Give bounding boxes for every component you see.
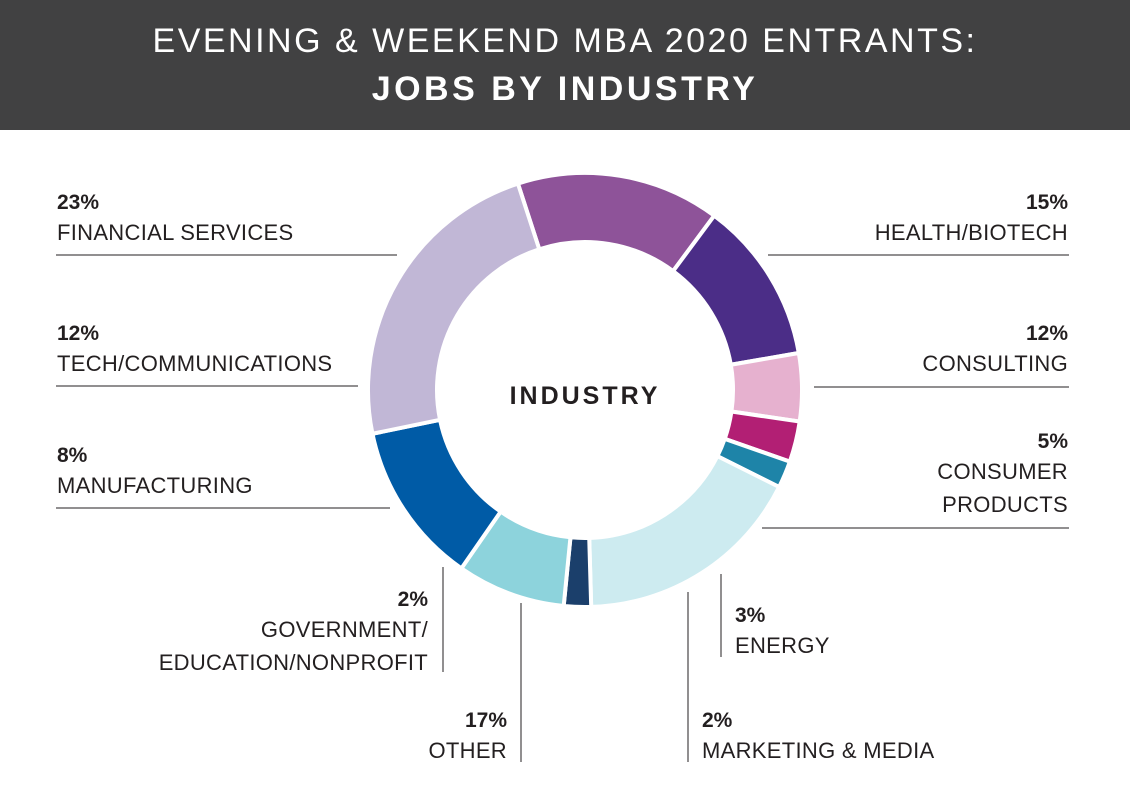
data-label-category-marketing: MARKETING & MEDIA bbox=[702, 738, 934, 763]
data-label-category-consumer: PRODUCTS bbox=[942, 492, 1068, 517]
center-label: INDUSTRY bbox=[510, 382, 661, 410]
data-label-pct-government: 2% bbox=[398, 588, 429, 611]
data-label-category-energy: ENERGY bbox=[735, 633, 830, 658]
chart-header: EVENING & WEEKEND MBA 2020 ENTRANTS: JOB… bbox=[0, 0, 1130, 130]
slice-financial bbox=[366, 181, 542, 437]
data-label-category-consulting: CONSULTING bbox=[922, 351, 1068, 376]
data-label-pct-manufacturing: 8% bbox=[57, 444, 88, 467]
data-label-pct-energy: 3% bbox=[735, 604, 766, 627]
data-label-pct-tech: 12% bbox=[57, 322, 99, 345]
data-label-category-health: HEALTH/BIOTECH bbox=[875, 220, 1068, 245]
slice-other bbox=[587, 453, 782, 609]
data-label-pct-health: 15% bbox=[1026, 191, 1068, 214]
data-label-pct-consumer: 5% bbox=[1038, 430, 1069, 453]
data-label-category-government: EDUCATION/NONPROFIT bbox=[159, 650, 428, 675]
data-label-pct-marketing: 2% bbox=[702, 709, 733, 732]
data-label-pct-consulting: 12% bbox=[1026, 322, 1068, 345]
chart-title: EVENING & WEEKEND MBA 2020 ENTRANTS: bbox=[152, 22, 978, 60]
chart-subtitle: JOBS BY INDUSTRY bbox=[371, 70, 759, 108]
data-label-category-consumer: CONSUMER bbox=[937, 459, 1068, 484]
data-label-pct-financial: 23% bbox=[57, 191, 99, 214]
data-label-category-tech: TECH/COMMUNICATIONS bbox=[57, 351, 332, 376]
data-label-category-manufacturing: MANUFACTURING bbox=[57, 473, 253, 498]
data-label-category-government: GOVERNMENT/ bbox=[261, 617, 429, 642]
data-label-category-financial: FINANCIAL SERVICES bbox=[57, 220, 293, 245]
data-label-pct-other: 17% bbox=[465, 709, 507, 732]
data-label-category-other: OTHER bbox=[429, 738, 508, 763]
